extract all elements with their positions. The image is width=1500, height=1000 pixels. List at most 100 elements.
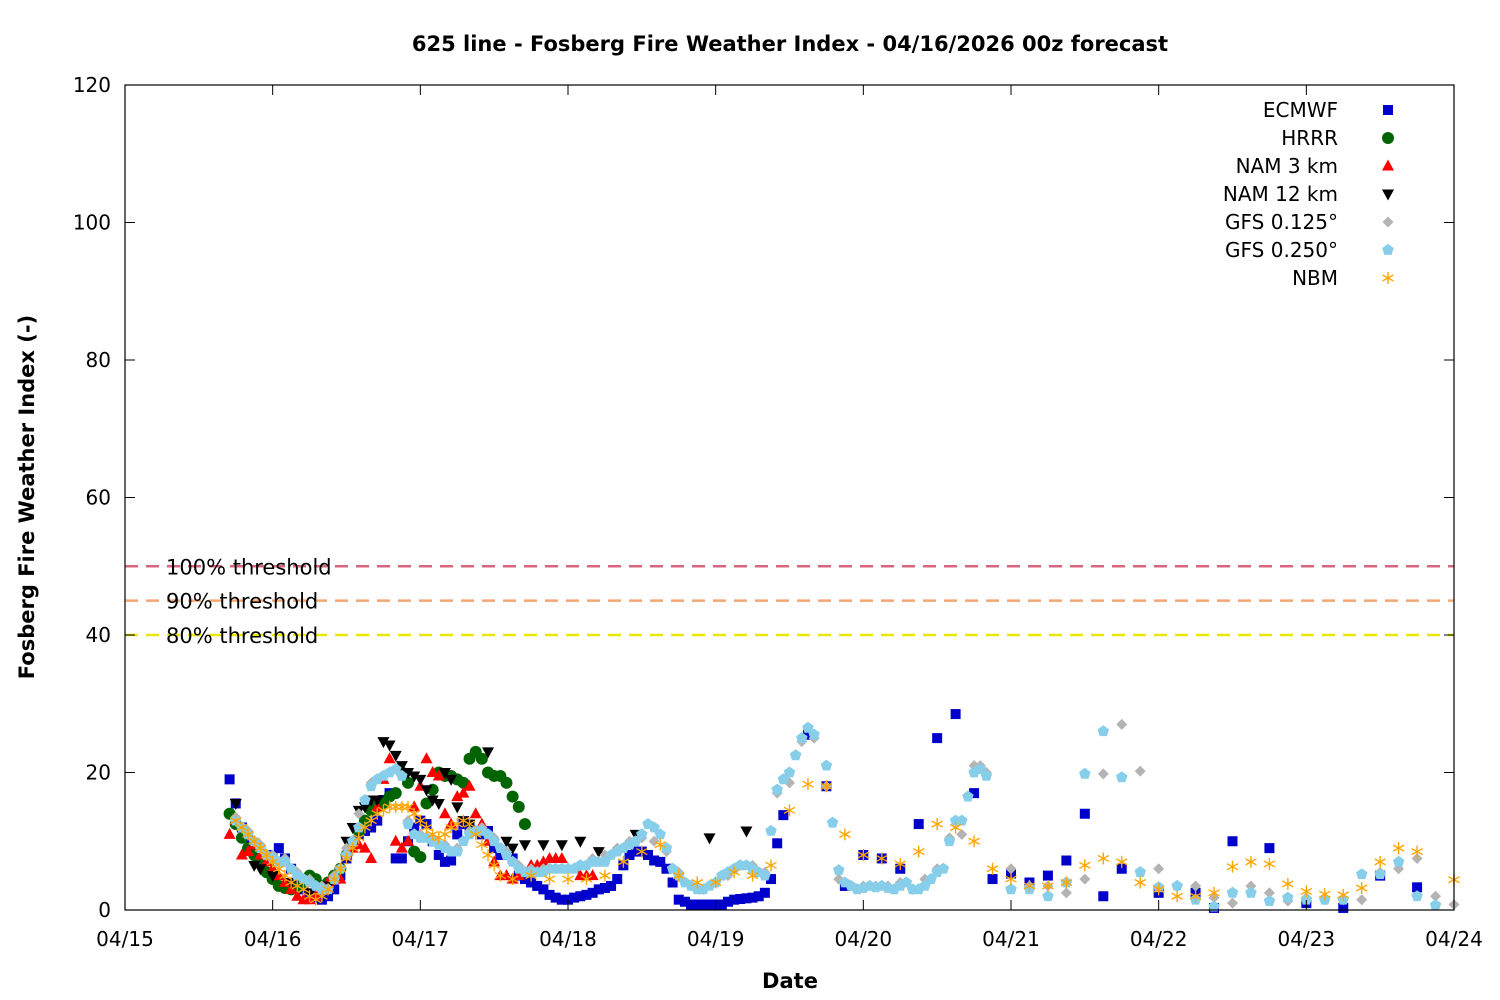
data-point-hrrr <box>358 814 371 827</box>
legend-label: ECMWF <box>1263 98 1338 122</box>
data-point-ecmwf <box>969 788 980 799</box>
asterisk-stroke <box>691 878 704 887</box>
asterisk-stroke <box>1208 889 1220 897</box>
data-point-nbm <box>1060 876 1073 889</box>
data-point-nbm <box>912 845 925 858</box>
data-point-ecmwf <box>802 729 813 740</box>
chart-title: 625 line - Fosberg Fire Weather Index - … <box>412 32 1168 56</box>
asterisk-stroke <box>1282 880 1294 888</box>
data-point-gfs-0-250 <box>1356 868 1368 880</box>
x-tick-label: 04/24 <box>1425 927 1483 951</box>
data-point-ecmwf <box>722 896 733 907</box>
asterisk-stroke <box>635 847 648 856</box>
data-point-ecmwf <box>1079 808 1090 819</box>
legend-marker-hrrr <box>1382 132 1394 144</box>
data-point-gfs-0-250 <box>1116 771 1128 783</box>
asterisk-stroke <box>352 834 365 842</box>
asterisk-stroke <box>266 858 279 866</box>
data-point-nam-12-km <box>438 768 451 779</box>
asterisk-stroke <box>802 780 814 788</box>
data-point-ecmwf <box>606 880 617 891</box>
data-point-nam-12-km <box>445 774 458 786</box>
data-point-hrrr <box>512 800 525 813</box>
data-point-nbm <box>352 831 365 844</box>
data-point-ecmwf <box>433 850 444 860</box>
data-point-ecmwf <box>716 899 727 910</box>
data-point-nbm <box>617 855 630 868</box>
data-point-gfs-0-250 <box>771 783 783 795</box>
data-point-nbm <box>783 804 796 817</box>
legend-label: NBM <box>1292 266 1338 290</box>
data-point-nbm <box>322 883 334 896</box>
data-point-ecmwf <box>1227 836 1238 847</box>
asterisk-stroke <box>328 875 341 883</box>
data-point-gfs-0-250 <box>1005 883 1017 895</box>
series-nbm <box>229 778 1460 906</box>
data-point-nbm <box>420 821 433 834</box>
data-point-nbm <box>1171 890 1183 903</box>
data-point-nbm <box>1042 879 1054 892</box>
asterisk-stroke <box>408 810 421 818</box>
data-point-ecmwf <box>704 899 715 910</box>
data-point-gfs-0-250 <box>1300 893 1313 905</box>
series-gfs-0-250 <box>230 721 1442 912</box>
asterisk-stroke <box>1060 878 1073 887</box>
data-point-ecmwf <box>323 891 334 902</box>
asterisk-stroke <box>297 885 310 893</box>
y-tick-label: 40 <box>86 623 111 647</box>
data-point-gfs-0-250 <box>648 821 660 833</box>
data-point-nbm <box>691 876 704 889</box>
data-point-nam-12-km <box>389 750 402 762</box>
data-point-nam-12-km <box>248 860 261 872</box>
data-point-nbm <box>254 842 267 855</box>
data-point-nbm <box>408 807 421 820</box>
data-point-gfs-0-125 <box>1153 863 1165 875</box>
data-point-nam-12-km <box>592 847 605 859</box>
data-point-nbm <box>820 780 833 793</box>
data-point-nbm <box>654 838 667 851</box>
data-point-gfs-0-250 <box>1226 886 1239 898</box>
data-point-nbm <box>580 873 593 886</box>
asterisk-stroke <box>1411 847 1423 856</box>
data-point-nbm <box>1226 860 1239 873</box>
asterisk-stroke <box>340 854 353 863</box>
asterisk-stroke <box>272 865 285 873</box>
data-point-nbm <box>494 869 507 882</box>
data-point-nam-3-km <box>463 779 476 791</box>
asterisk-stroke <box>765 861 777 869</box>
data-point-gfs-0-250 <box>451 845 463 857</box>
data-point-nam-12-km <box>451 802 464 814</box>
data-point-ecmwf <box>372 815 383 826</box>
data-point-nbm <box>266 855 279 868</box>
data-point-ecmwf <box>452 829 463 840</box>
asterisk-stroke <box>1115 858 1128 866</box>
data-point-ecmwf <box>686 899 697 910</box>
data-point-nbm <box>340 852 353 865</box>
data-point-ecmwf <box>409 822 420 833</box>
data-point-gfs-0-250 <box>900 876 913 888</box>
asterisk-stroke <box>1226 863 1239 871</box>
data-point-nbm <box>328 873 341 886</box>
data-point-gfs-0-250 <box>808 728 820 740</box>
data-point-nbm <box>482 849 494 861</box>
data-point-ecmwf <box>495 850 506 860</box>
data-point-nam-3-km <box>432 769 445 781</box>
data-point-nbm <box>402 800 414 813</box>
asterisk-stroke <box>525 872 537 880</box>
asterisk-stroke <box>457 817 470 825</box>
data-point-gfs-0-250 <box>1134 866 1146 878</box>
data-point-ecmwf <box>932 733 943 744</box>
data-point-nbm <box>346 842 359 855</box>
data-point-nam-3-km <box>420 752 433 764</box>
data-point-nam-12-km <box>518 840 531 852</box>
data-point-ecmwf <box>741 893 752 904</box>
data-point-ecmwf <box>692 899 703 910</box>
data-point-nbm <box>1355 882 1368 894</box>
data-point-nam-3-km <box>389 834 402 846</box>
data-point-ecmwf <box>950 709 961 720</box>
data-point-ecmwf <box>747 892 758 903</box>
data-point-nbm <box>765 859 777 872</box>
data-point-nbm <box>635 845 648 858</box>
data-point-nbm <box>316 890 328 903</box>
asterisk-stroke <box>1382 274 1394 282</box>
